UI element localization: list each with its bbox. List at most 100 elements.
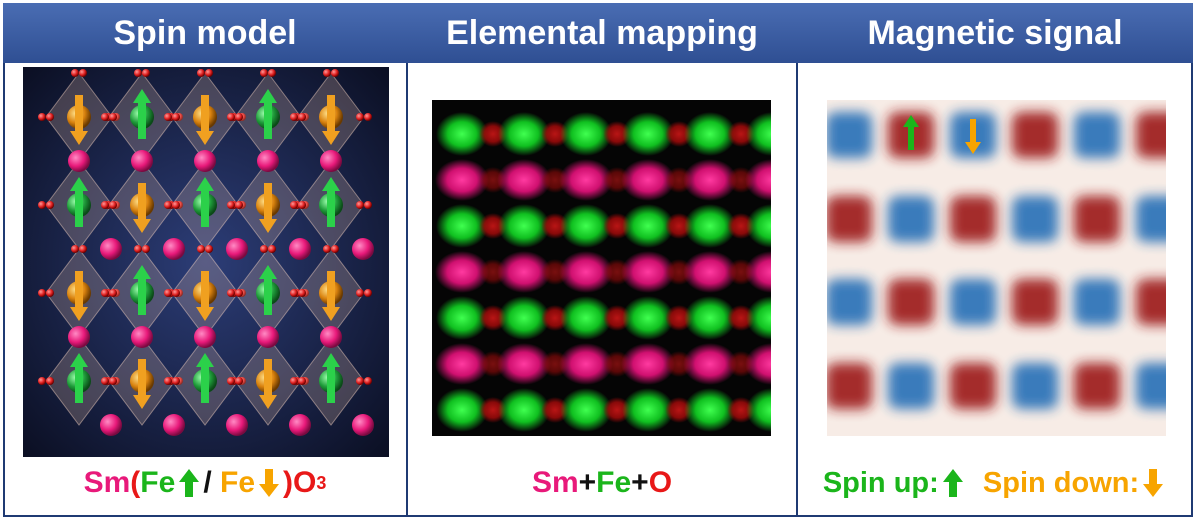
spin-up-arrow	[133, 265, 151, 315]
oxygen-atom	[298, 113, 306, 121]
fe-spot	[560, 388, 612, 432]
spin-up-cell	[827, 363, 872, 409]
oxygen-atom	[356, 289, 364, 297]
spin-down-arrow	[259, 359, 277, 409]
spin-up-cell	[1012, 112, 1058, 158]
spin-up-cell	[827, 196, 872, 242]
formula-fe-up: Fe	[140, 466, 176, 499]
sm-spot	[435, 159, 489, 201]
sm-atom	[320, 326, 342, 348]
fe-spot	[498, 388, 550, 432]
fe-spot	[560, 296, 612, 340]
oxygen-atom	[172, 377, 180, 385]
formula-slash: /	[203, 466, 212, 499]
oxygen-atom	[364, 377, 372, 385]
oxygen-atom	[46, 289, 54, 297]
oxygen-atom	[227, 289, 235, 297]
spin-down-cell	[888, 363, 934, 409]
spin-up-cell	[1136, 279, 1166, 325]
formula-caption: Sm(Fe / Fe ) O 3	[3, 458, 407, 508]
fe-spot	[436, 112, 488, 156]
sm-spot	[745, 159, 771, 201]
spin-up-arrow	[70, 177, 88, 227]
sm-atom	[320, 150, 342, 172]
oxygen-atom	[331, 245, 339, 253]
fe-spot	[622, 112, 674, 156]
oxygen-atom	[46, 377, 54, 385]
oxygen-atom	[172, 113, 180, 121]
oxygen-atom	[71, 69, 79, 77]
spin-down-cell	[1136, 196, 1166, 242]
sm-atom	[163, 238, 185, 260]
sm-spot	[497, 159, 551, 201]
oxygen-atom	[290, 201, 298, 209]
oxygen-atom	[109, 201, 117, 209]
oxygen-atom	[142, 245, 150, 253]
spin-down-arrow	[322, 95, 340, 145]
sm-atom	[226, 414, 248, 436]
formula-close-paren: )	[283, 466, 294, 499]
arrow-up-icon	[942, 469, 963, 497]
spin-legend-caption: Spin up: Spin down:	[797, 458, 1193, 508]
fe-spot	[436, 204, 488, 248]
sm-spot	[435, 251, 489, 293]
sm-spot	[683, 159, 737, 201]
spin-down-cell	[1074, 279, 1120, 325]
oxygen-atom	[205, 245, 213, 253]
oxygen-atom	[290, 377, 298, 385]
fe-spot	[498, 204, 550, 248]
spin-down-arrow	[133, 183, 151, 233]
arrow-up-icon	[179, 469, 200, 497]
magnetic-signal-header: Magnetic signal	[797, 3, 1193, 63]
mapping-plus: +	[578, 466, 597, 499]
formula-oxygen: O	[293, 466, 317, 499]
spin-down-cell	[1074, 112, 1120, 158]
spin-down-cell	[1012, 196, 1058, 242]
fe-spot	[498, 296, 550, 340]
sm-spot	[497, 251, 551, 293]
oxygen-atom	[109, 113, 117, 121]
fe-spot	[684, 296, 736, 340]
spin-up-arrow	[133, 89, 151, 139]
oxygen-atom	[298, 289, 306, 297]
spin-up-arrow	[259, 265, 277, 315]
oxygen-atom	[364, 289, 372, 297]
oxygen-atom	[331, 69, 339, 77]
spin-down-cell	[1136, 363, 1166, 409]
spin-down-label: Spin down:	[982, 466, 1140, 499]
oxygen-atom	[268, 69, 276, 77]
mapping-o: O	[648, 466, 673, 499]
spin-down-arrow	[259, 183, 277, 233]
fe-spot	[684, 112, 736, 156]
fe-spot	[684, 204, 736, 248]
arrow-down-icon	[965, 119, 981, 154]
oxygen-atom	[38, 289, 46, 297]
oxygen-atom	[109, 289, 117, 297]
oxygen-atom	[134, 245, 142, 253]
spin-up-cell	[1012, 279, 1058, 325]
spin-down-arrow	[196, 271, 214, 321]
sm-spot	[435, 343, 489, 385]
oxygen-atom	[172, 289, 180, 297]
formula-fe-down: Fe	[220, 466, 256, 499]
sm-atom	[131, 150, 153, 172]
oxygen-atom	[197, 69, 205, 77]
sm-atom	[68, 150, 90, 172]
mapping-caption: Sm + Fe + O	[407, 458, 797, 508]
arrow-down-icon	[1143, 469, 1164, 497]
fe-spot	[498, 112, 550, 156]
spin-model-header: Spin model	[3, 3, 407, 63]
fe-spot	[622, 388, 674, 432]
oxygen-atom	[356, 201, 364, 209]
oxygen-atom	[38, 377, 46, 385]
panel-divider	[796, 3, 798, 517]
sm-spot	[497, 343, 551, 385]
spin-down-arrow	[70, 271, 88, 321]
spin-up-cell	[1074, 363, 1120, 409]
oxygen-atom	[101, 201, 109, 209]
oxygen-atom	[235, 377, 243, 385]
formula-subscript: 3	[316, 472, 327, 493]
elemental-mapping-image	[432, 100, 771, 436]
oxygen-atom	[260, 245, 268, 253]
oxygen-atom	[172, 201, 180, 209]
